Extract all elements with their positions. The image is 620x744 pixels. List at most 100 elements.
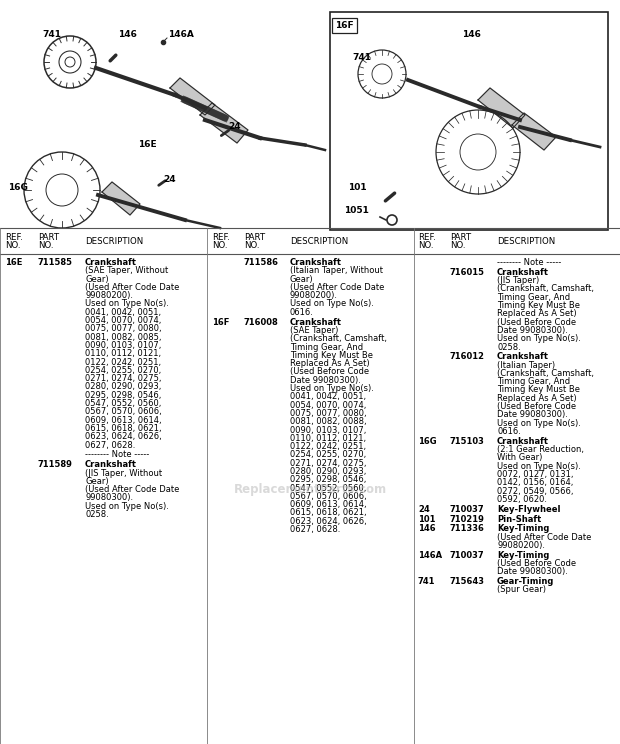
Text: PART: PART bbox=[450, 234, 471, 243]
Text: NO.: NO. bbox=[5, 242, 20, 251]
Polygon shape bbox=[200, 103, 248, 143]
Text: 710037: 710037 bbox=[450, 504, 485, 513]
FancyBboxPatch shape bbox=[332, 18, 356, 33]
Text: With Gear): With Gear) bbox=[497, 453, 542, 463]
Text: 0122, 0242, 0251,: 0122, 0242, 0251, bbox=[290, 442, 366, 451]
Text: Crankshaft: Crankshaft bbox=[290, 318, 342, 327]
Text: NO.: NO. bbox=[212, 242, 228, 251]
Text: Used on Type No(s).: Used on Type No(s). bbox=[497, 419, 581, 428]
Text: -------- Note -----: -------- Note ----- bbox=[85, 450, 149, 459]
Text: PART: PART bbox=[244, 234, 265, 243]
Text: 146: 146 bbox=[118, 30, 137, 39]
Text: 716012: 716012 bbox=[450, 353, 485, 362]
Text: Replaced As A Set): Replaced As A Set) bbox=[497, 310, 577, 318]
Text: NO.: NO. bbox=[38, 242, 53, 251]
Text: (JIS Taper, Without: (JIS Taper, Without bbox=[85, 469, 162, 478]
Text: DESCRIPTION: DESCRIPTION bbox=[85, 237, 143, 246]
Text: 715643: 715643 bbox=[450, 577, 485, 586]
Text: (Spur Gear): (Spur Gear) bbox=[497, 586, 546, 594]
Text: Date 99080300).: Date 99080300). bbox=[497, 411, 568, 420]
Text: (Used Before Code: (Used Before Code bbox=[497, 318, 576, 327]
Text: PART: PART bbox=[38, 234, 59, 243]
Text: 0616.: 0616. bbox=[290, 308, 314, 317]
Text: 16E: 16E bbox=[5, 258, 22, 267]
Text: -------- Note -----: -------- Note ----- bbox=[497, 258, 561, 267]
Text: 99080200).: 99080200). bbox=[85, 291, 133, 300]
Text: 16F: 16F bbox=[212, 318, 229, 327]
Text: 710037: 710037 bbox=[450, 551, 485, 559]
Text: 0142, 0156, 0164,: 0142, 0156, 0164, bbox=[497, 478, 574, 487]
Text: 711589: 711589 bbox=[38, 461, 73, 469]
Text: 716015: 716015 bbox=[450, 268, 485, 277]
Text: 16E: 16E bbox=[138, 140, 157, 149]
Text: 0110, 0112, 0121,: 0110, 0112, 0121, bbox=[290, 434, 366, 443]
Text: Gear): Gear) bbox=[85, 477, 108, 486]
Text: 715103: 715103 bbox=[450, 437, 485, 446]
Text: 741: 741 bbox=[418, 577, 435, 586]
Text: Used on Type No(s).: Used on Type No(s). bbox=[85, 300, 169, 309]
Text: 0075, 0077, 0080,: 0075, 0077, 0080, bbox=[85, 324, 162, 333]
Text: 716008: 716008 bbox=[244, 318, 279, 327]
Text: 16G: 16G bbox=[418, 437, 436, 446]
Text: 0272, 0549, 0566,: 0272, 0549, 0566, bbox=[497, 487, 574, 496]
Text: 0041, 0042, 0051,: 0041, 0042, 0051, bbox=[290, 392, 366, 401]
Text: 0627, 0628.: 0627, 0628. bbox=[85, 440, 135, 449]
Text: 24: 24 bbox=[228, 122, 241, 131]
Text: 0075, 0077, 0080,: 0075, 0077, 0080, bbox=[290, 409, 366, 418]
Text: 711586: 711586 bbox=[244, 258, 279, 267]
Text: Key-Flywheel: Key-Flywheel bbox=[497, 504, 560, 513]
Text: DESCRIPTION: DESCRIPTION bbox=[290, 237, 348, 246]
Bar bbox=[0, 0, 620, 228]
Text: (SAE Taper): (SAE Taper) bbox=[290, 326, 339, 335]
Text: (Italian Taper): (Italian Taper) bbox=[497, 361, 555, 370]
Text: (Used After Code Date: (Used After Code Date bbox=[85, 283, 179, 292]
Text: (Used After Code Date: (Used After Code Date bbox=[85, 485, 179, 494]
Text: 101: 101 bbox=[418, 515, 435, 524]
Text: 0122, 0242, 0251,: 0122, 0242, 0251, bbox=[85, 358, 161, 367]
Text: Crankshaft: Crankshaft bbox=[497, 437, 549, 446]
Text: REF.: REF. bbox=[418, 234, 436, 243]
Text: 1051: 1051 bbox=[344, 206, 369, 215]
Text: NO.: NO. bbox=[244, 242, 260, 251]
Text: 0090, 0103, 0107,: 0090, 0103, 0107, bbox=[290, 426, 366, 434]
Text: Replaced As A Set): Replaced As A Set) bbox=[290, 359, 370, 368]
Text: 0280, 0290, 0293,: 0280, 0290, 0293, bbox=[85, 382, 161, 391]
Text: 0271, 0274, 0275,: 0271, 0274, 0275, bbox=[290, 459, 366, 468]
Text: Replaced As A Set): Replaced As A Set) bbox=[497, 394, 577, 403]
Text: (Used Before Code: (Used Before Code bbox=[290, 368, 369, 376]
Text: Used on Type No(s).: Used on Type No(s). bbox=[497, 462, 581, 471]
Text: Gear-Timing: Gear-Timing bbox=[497, 577, 554, 586]
Text: (Used Before Code: (Used Before Code bbox=[497, 402, 576, 411]
Text: 0547, 0552, 0560,: 0547, 0552, 0560, bbox=[290, 484, 366, 493]
Text: Timing Key Must Be: Timing Key Must Be bbox=[497, 301, 580, 310]
Text: 24: 24 bbox=[418, 504, 430, 513]
Text: Timing Key Must Be: Timing Key Must Be bbox=[290, 351, 373, 360]
Text: Gear): Gear) bbox=[85, 275, 108, 283]
Text: 0072, 0127, 0131,: 0072, 0127, 0131, bbox=[497, 470, 574, 479]
Text: Timing Gear, And: Timing Gear, And bbox=[497, 377, 570, 386]
Polygon shape bbox=[102, 182, 140, 215]
Text: 0567, 0570, 0606,: 0567, 0570, 0606, bbox=[290, 492, 367, 501]
Polygon shape bbox=[478, 88, 525, 128]
Text: 0054, 0070, 0074,: 0054, 0070, 0074, bbox=[85, 316, 161, 325]
Text: 99080200).: 99080200). bbox=[290, 291, 338, 300]
Text: Gear): Gear) bbox=[290, 275, 314, 283]
Text: 0616.: 0616. bbox=[497, 427, 521, 436]
Text: 16G: 16G bbox=[8, 183, 28, 192]
Text: 0623, 0624, 0626,: 0623, 0624, 0626, bbox=[290, 517, 367, 526]
Text: Crankshaft: Crankshaft bbox=[85, 461, 137, 469]
Text: Date 99080300).: Date 99080300). bbox=[497, 326, 568, 335]
Text: (Crankshaft, Camshaft,: (Crankshaft, Camshaft, bbox=[290, 334, 387, 343]
Text: Date 99080300).: Date 99080300). bbox=[290, 376, 361, 385]
Text: 711336: 711336 bbox=[450, 525, 485, 533]
Text: 16F: 16F bbox=[335, 22, 353, 31]
Text: 0615, 0618, 0621,: 0615, 0618, 0621, bbox=[290, 508, 366, 518]
Text: Used on Type No(s).: Used on Type No(s). bbox=[497, 334, 581, 343]
Text: 711585: 711585 bbox=[38, 258, 73, 267]
Text: 0090, 0103, 0107,: 0090, 0103, 0107, bbox=[85, 341, 161, 350]
Text: 741: 741 bbox=[352, 53, 371, 62]
Text: (JIS Taper): (JIS Taper) bbox=[497, 276, 539, 285]
Text: Timing Gear, And: Timing Gear, And bbox=[497, 292, 570, 302]
Text: 0547, 0552, 0560,: 0547, 0552, 0560, bbox=[85, 399, 161, 408]
Text: Crankshaft: Crankshaft bbox=[85, 258, 137, 267]
